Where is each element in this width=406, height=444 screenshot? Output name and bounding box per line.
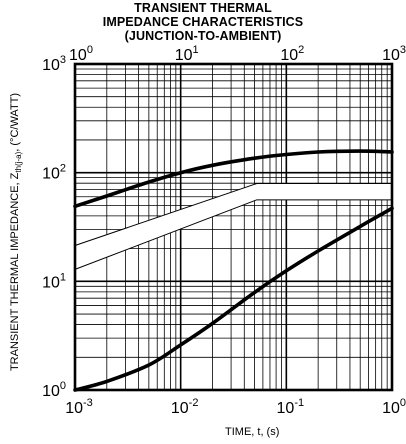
y-axis-label-unit: , (°C/WATT) <box>8 92 21 152</box>
x-tick-label: 10-3 <box>65 397 93 417</box>
chart-title-line-1: TRANSIENT THERMAL <box>134 1 272 15</box>
chart-title-line-3: (JUNCTION-TO-AMBIENT) <box>124 29 282 43</box>
y-axis-label-main: TRANSIENT THERMAL IMPEDANCE, Z <box>8 172 21 372</box>
series-line-2 <box>73 206 394 392</box>
top-x-tick-label: 100 <box>69 44 93 64</box>
y-tick-label: 102 <box>42 163 66 183</box>
y-axis-label-sub: th(j-a) <box>14 151 24 173</box>
plot-border <box>73 62 394 392</box>
top-x-tick-label: 101 <box>175 44 199 64</box>
y-tick-label: 101 <box>42 271 66 291</box>
y-tick-label: 100 <box>42 380 66 400</box>
top-x-tick-label: 102 <box>280 44 304 64</box>
chart-title: TRANSIENT THERMAL IMPEDANCE CHARACTERIST… <box>0 1 406 43</box>
chart-title-line-2: IMPEDANCE CHARACTERISTICS <box>102 15 304 29</box>
series-line-1 <box>73 149 394 209</box>
y-tick-label: 103 <box>42 54 66 74</box>
x-tick-label: 10-2 <box>171 397 199 417</box>
grid-lines <box>75 64 392 390</box>
x-tick-label: 10-1 <box>277 397 305 417</box>
curves <box>73 149 394 392</box>
plot-frame <box>73 62 394 392</box>
top-x-tick-label: 103 <box>382 44 406 64</box>
x-tick-label: 100 <box>382 397 406 417</box>
